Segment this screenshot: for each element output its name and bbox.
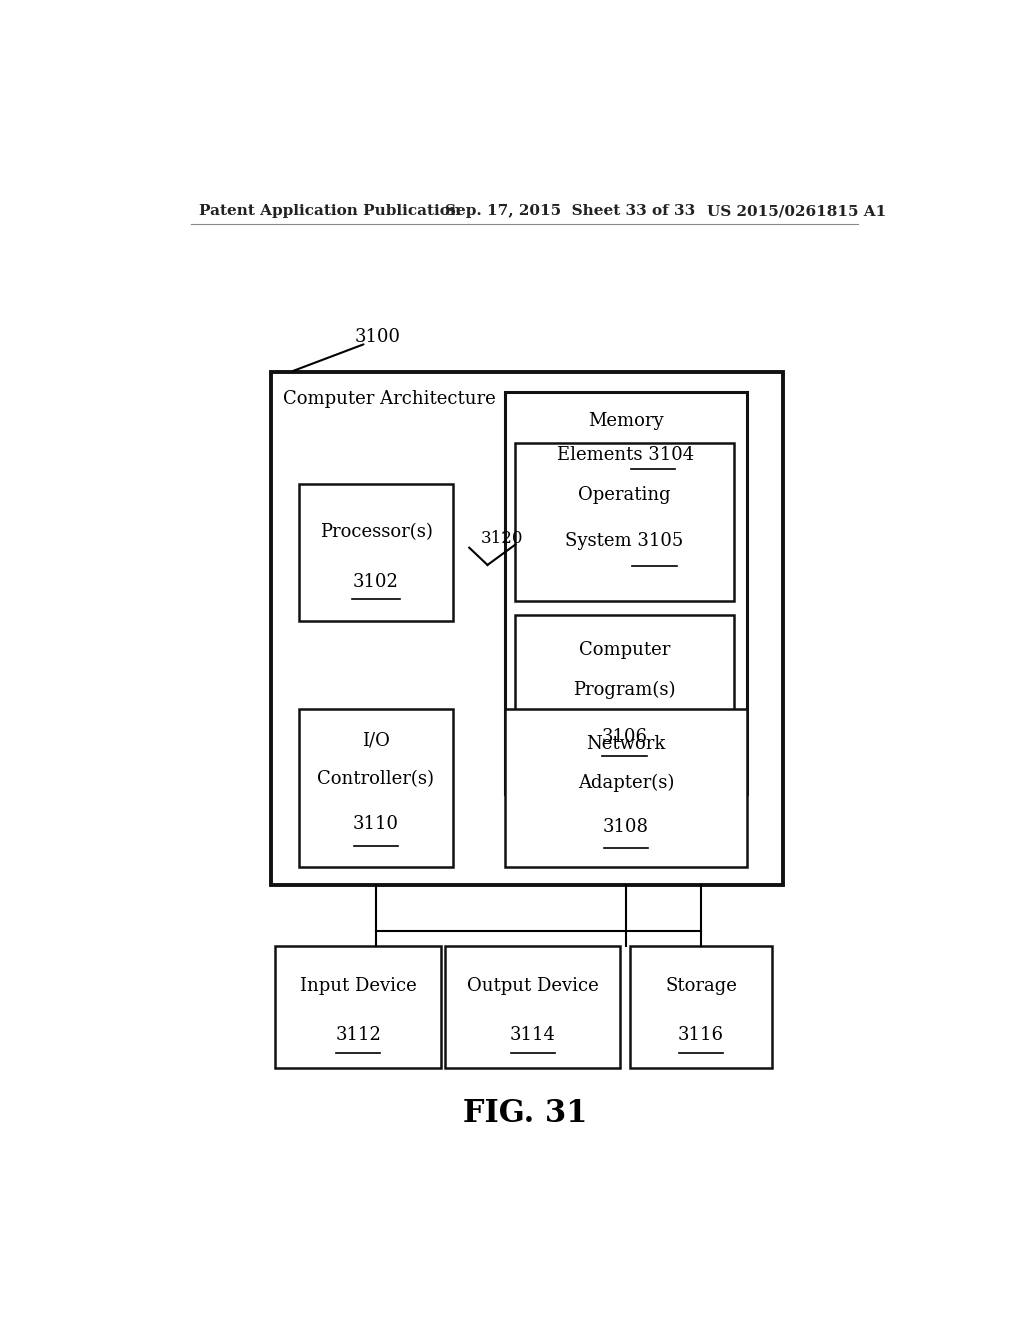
Text: System 3105: System 3105 [565,532,684,549]
FancyBboxPatch shape [515,615,733,775]
FancyBboxPatch shape [274,946,441,1068]
Text: Adapter(s): Adapter(s) [578,775,674,792]
Text: Program(s): Program(s) [573,681,676,700]
Text: 3112: 3112 [335,1026,381,1044]
Text: Controller(s): Controller(s) [317,770,434,788]
Text: Computer Architecture: Computer Architecture [283,391,496,408]
FancyBboxPatch shape [299,483,454,620]
FancyBboxPatch shape [270,372,782,886]
Text: FIG. 31: FIG. 31 [463,1098,587,1130]
Text: 3100: 3100 [354,329,400,346]
Text: US 2015/0261815 A1: US 2015/0261815 A1 [708,205,887,218]
Text: 3120: 3120 [481,529,523,546]
Text: Computer: Computer [579,642,670,659]
Text: 3114: 3114 [510,1026,556,1044]
Text: 3106: 3106 [601,727,647,746]
Text: Elements 3104: Elements 3104 [557,446,694,465]
Text: 3108: 3108 [603,818,649,837]
Text: Sep. 17, 2015  Sheet 33 of 33: Sep. 17, 2015 Sheet 33 of 33 [445,205,695,218]
Text: Patent Application Publication: Patent Application Publication [200,205,462,218]
Text: Input Device: Input Device [300,977,417,995]
Text: Output Device: Output Device [467,977,599,995]
FancyBboxPatch shape [505,709,748,867]
Text: 3110: 3110 [353,816,399,833]
Text: Storage: Storage [665,977,737,995]
Text: Operating: Operating [579,486,671,504]
FancyBboxPatch shape [445,946,620,1068]
Text: I/O: I/O [362,731,390,750]
FancyBboxPatch shape [505,392,748,793]
FancyBboxPatch shape [631,946,772,1068]
Text: Processor(s): Processor(s) [319,523,432,541]
Text: Network: Network [587,735,666,752]
FancyBboxPatch shape [299,709,454,867]
Text: 3116: 3116 [678,1026,724,1044]
Text: 3102: 3102 [353,573,399,591]
Text: Memory: Memory [588,412,664,429]
FancyBboxPatch shape [515,444,733,601]
